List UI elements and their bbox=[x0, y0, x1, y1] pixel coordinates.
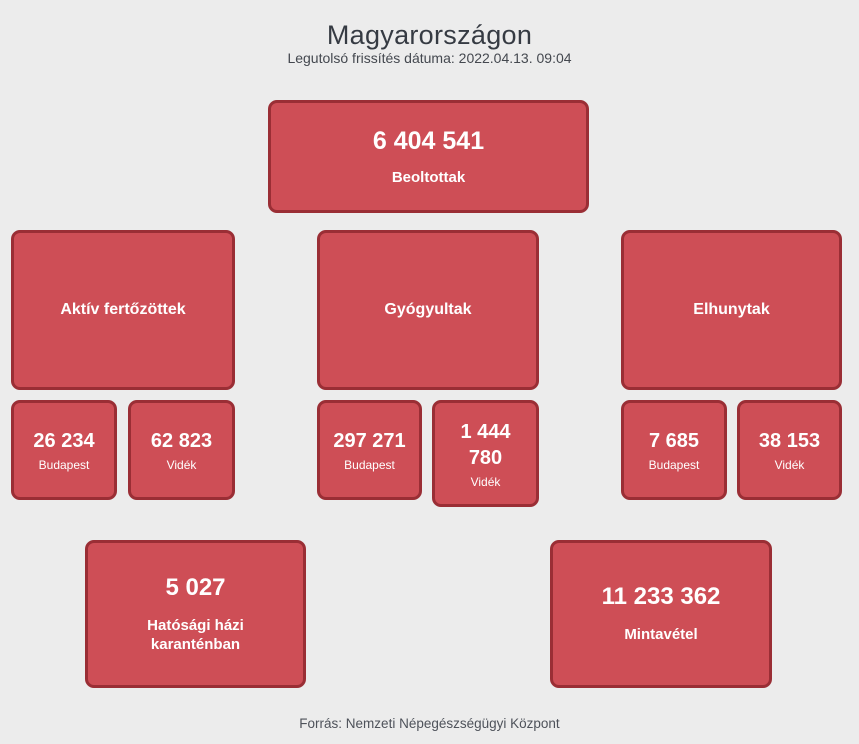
deceased-label: Elhunytak bbox=[693, 301, 770, 318]
vaccinated-label: Beoltottak bbox=[391, 169, 466, 186]
deceased-videk-label: Vidék bbox=[774, 458, 805, 472]
vaccinated-card: 6 404 541 Beoltottak bbox=[268, 100, 589, 213]
active-videk-value: 62 823 bbox=[150, 430, 213, 452]
active-infections-label: Aktív fertőzöttek bbox=[60, 301, 186, 318]
active-infections-card: Aktív fertőzöttek bbox=[11, 230, 235, 390]
recovered-budapest-value: 297 271 bbox=[333, 430, 406, 452]
samples-label: Mintavétel bbox=[624, 626, 698, 644]
deceased-videk-card: 38 153 Vidék bbox=[737, 400, 842, 500]
active-videk-card: 62 823 Vidék bbox=[128, 400, 235, 500]
vaccinated-value: 6 404 541 bbox=[372, 127, 485, 155]
recovered-card: Gyógyultak bbox=[317, 230, 539, 390]
samples-card: 11 233 362 Mintavétel bbox=[550, 540, 772, 688]
active-budapest-value: 26 234 bbox=[33, 430, 95, 452]
recovered-videk-value: 1 444 780 bbox=[460, 420, 511, 469]
recovered-label: Gyógyultak bbox=[384, 301, 472, 318]
quarantine-card: 5 027 Hatósági házi karanténban bbox=[85, 540, 306, 688]
source-text: Forrás: Nemzeti Népegészségügyi Központ bbox=[299, 716, 560, 731]
last-updated-text: Legutolsó frissítés dátuma: 2022.04.13. … bbox=[287, 50, 572, 66]
active-budapest-label: Budapest bbox=[38, 458, 90, 472]
deceased-videk-value: 38 153 bbox=[758, 430, 821, 452]
deceased-budapest-label: Budapest bbox=[648, 458, 700, 472]
deceased-card: Elhunytak bbox=[621, 230, 842, 390]
recovered-videk-card: 1 444 780 Vidék bbox=[432, 400, 539, 507]
recovered-budapest-card: 297 271 Budapest bbox=[317, 400, 422, 500]
deceased-budapest-value: 7 685 bbox=[648, 430, 700, 452]
quarantine-label: Hatósági házi karanténban bbox=[147, 616, 244, 654]
quarantine-value: 5 027 bbox=[165, 573, 226, 601]
deceased-budapest-card: 7 685 Budapest bbox=[621, 400, 727, 500]
recovered-videk-label: Vidék bbox=[470, 474, 501, 489]
active-videk-label: Vidék bbox=[166, 458, 197, 472]
active-budapest-card: 26 234 Budapest bbox=[11, 400, 117, 500]
recovered-budapest-label: Budapest bbox=[344, 458, 395, 472]
page-title: Magyarországon bbox=[326, 20, 533, 51]
samples-value: 11 233 362 bbox=[601, 583, 721, 611]
